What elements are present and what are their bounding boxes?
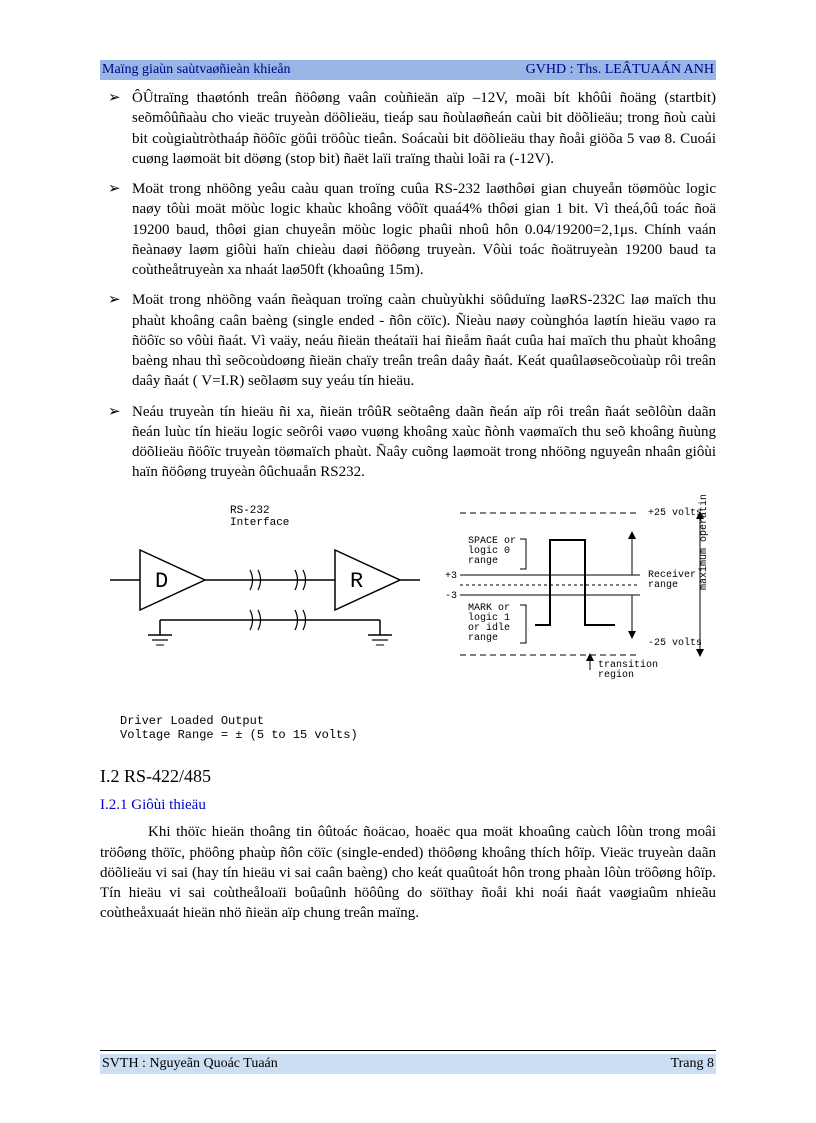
svg-text:range: range — [468, 556, 498, 567]
bullet-text: Neáu truyeàn tín hieäu ñi xa, ñieän trôû… — [132, 402, 716, 483]
rs232-diagram: RS-232 Interface D R — [100, 495, 716, 743]
diagram-caption: Driver Loaded Output Voltage Range = ± (… — [120, 714, 716, 743]
header-bar: Maïng giaùn saùtvaøñieàn khieån GVHD : T… — [100, 60, 716, 80]
bullet-text: Moät trong nhöõng vaán ñeàquan troïng ca… — [132, 290, 716, 391]
svg-text:-25 volts: -25 volts — [648, 637, 702, 649]
header-left: Maïng giaùn saùtvaøñieàn khieån — [102, 62, 291, 78]
section-heading: I.2 RS-422/485 — [100, 766, 716, 787]
svg-text:range: range — [648, 580, 678, 591]
bullet-text: Moät trong nhöõng yeâu caàu quan troïng … — [132, 179, 716, 280]
caption-line2: Voltage Range = ± (5 to 15 volts) — [120, 728, 358, 742]
footer-divider — [100, 1050, 716, 1051]
bullet-item: ➢ ÔÛtraïng thaøtónh treân ñöôøng vaân co… — [100, 88, 716, 169]
svg-text:RS-232: RS-232 — [230, 505, 270, 517]
svg-text:D: D — [155, 569, 168, 594]
footer-right: Trang 8 — [671, 1056, 714, 1072]
svg-text:Interface: Interface — [230, 517, 289, 529]
svg-text:region: region — [598, 669, 634, 681]
bullet-item: ➢ Moät trong nhöõng yeâu caàu quan troïn… — [100, 179, 716, 280]
header-right: GVHD : Ths. LEÂTUAÁN ANH — [526, 62, 714, 78]
caption-line1: Driver Loaded Output — [120, 714, 264, 728]
footer-left: SVTH : Nguyeãn Quoác Tuaán — [102, 1056, 278, 1072]
section-paragraph: Khi thöïc hieän thoâng tin ôûtoác ñoäcao… — [100, 822, 716, 923]
bullet-arrow-icon: ➢ — [100, 179, 132, 280]
svg-text:-3: -3 — [445, 591, 457, 602]
svg-text:R: R — [350, 569, 363, 594]
bullet-arrow-icon: ➢ — [100, 290, 132, 391]
subsection-heading: I.2.1 Giôùi thieäu — [100, 797, 716, 814]
bullet-item: ➢ Moät trong nhöõng vaán ñeàquan troïng … — [100, 290, 716, 391]
bullet-text: ÔÛtraïng thaøtónh treân ñöôøng vaân coùñ… — [132, 88, 716, 169]
svg-text:range: range — [468, 633, 498, 644]
svg-text:+25 volts: +25 volts — [648, 507, 702, 519]
svg-text:+3: +3 — [445, 571, 457, 582]
page-content: ➢ ÔÛtraïng thaøtónh treân ñöôøng vaân co… — [100, 88, 716, 930]
svg-text:maximum operating range: maximum operating range — [698, 495, 710, 590]
bullet-item: ➢ Neáu truyeàn tín hieäu ñi xa, ñieän tr… — [100, 402, 716, 483]
rs232-diagram-svg: RS-232 Interface D R — [100, 495, 716, 705]
bullet-arrow-icon: ➢ — [100, 88, 132, 169]
footer-bar: SVTH : Nguyeãn Quoác Tuaán Trang 8 — [100, 1054, 716, 1074]
bullet-arrow-icon: ➢ — [100, 402, 132, 483]
